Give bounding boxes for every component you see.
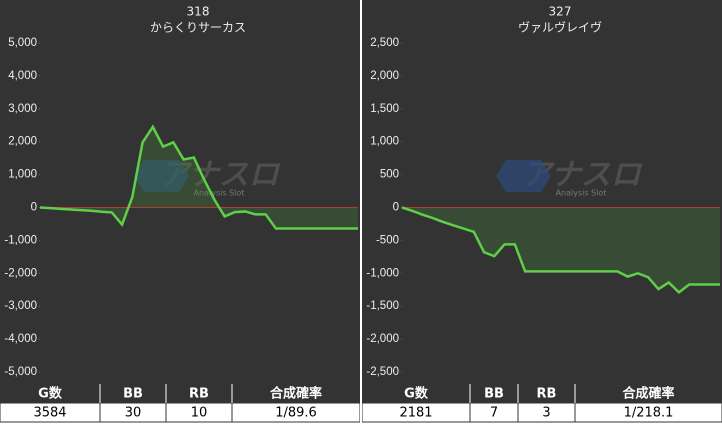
- table-cell: 2181: [399, 406, 432, 421]
- table-header-cell: RB: [537, 387, 557, 402]
- watermark-logo: [134, 160, 189, 192]
- panel-background: [0, 0, 360, 384]
- chart-subtitle: からくりサーカス: [150, 21, 246, 35]
- line: [401, 206, 720, 295]
- y-tick-label: 0: [393, 202, 399, 214]
- y-tick-label: -2,000: [366, 333, 399, 345]
- y-tick-label: -2,500: [366, 366, 399, 378]
- table-header-cell: BB: [123, 387, 143, 402]
- y-tick-label: -1,000: [4, 234, 37, 246]
- table-cell: 3: [542, 406, 550, 421]
- table-header-cell: 合成確率: [622, 386, 674, 402]
- y-tick-label: 1,000: [370, 136, 399, 148]
- y-tick-label: -5,000: [4, 366, 37, 378]
- watermark-subtitle: Analysis Slot: [194, 189, 245, 198]
- y-tick-label: 500: [380, 169, 399, 181]
- table-header: [362, 384, 722, 403]
- table-header-cell: G数: [38, 386, 63, 402]
- chart-title: 327: [549, 5, 572, 19]
- table-cell: 30: [125, 406, 142, 421]
- line: [39, 124, 358, 230]
- y-tick-label: 2,000: [8, 136, 37, 148]
- y-tick-label: 3,000: [8, 103, 37, 115]
- table-header-cell: 合成確率: [270, 386, 322, 402]
- table-header-cell: RB: [189, 387, 209, 402]
- y-tick-label: 4,000: [8, 70, 37, 82]
- chart-title: 318: [187, 5, 210, 19]
- y-tick-label: -3,000: [4, 300, 37, 312]
- panel-background: [362, 0, 722, 384]
- y-tick-label: 5,000: [8, 37, 37, 49]
- table-cell: 3584: [33, 406, 66, 421]
- table-header-cell: G数: [404, 386, 429, 402]
- area: [402, 207, 720, 293]
- y-tick-label: -4,000: [4, 333, 37, 345]
- area: [40, 126, 358, 229]
- table-cell: 7: [490, 406, 498, 421]
- table-header-cell: BB: [484, 387, 504, 402]
- watermark-logo: [496, 160, 551, 192]
- table-cell: 10: [191, 406, 208, 421]
- table-cell: 1/218.1: [624, 406, 674, 421]
- chart-subtitle: ヴァルヴレイヴ: [518, 20, 602, 35]
- y-tick-label: 1,500: [370, 103, 399, 115]
- y-tick-label: -1,500: [366, 300, 399, 312]
- y-tick-label: 0: [31, 202, 37, 214]
- y-tick-label: -2,000: [4, 267, 37, 279]
- table-header: [0, 384, 360, 403]
- table-cell: 1/89.6: [275, 406, 317, 421]
- y-tick-label: -500: [376, 234, 399, 246]
- y-tick-label: 2,000: [370, 70, 399, 82]
- y-tick-label: 2,500: [370, 37, 399, 49]
- y-tick-label: -1,000: [366, 267, 399, 279]
- watermark-subtitle: Analysis Slot: [556, 189, 607, 198]
- y-tick-label: 1,000: [8, 169, 37, 181]
